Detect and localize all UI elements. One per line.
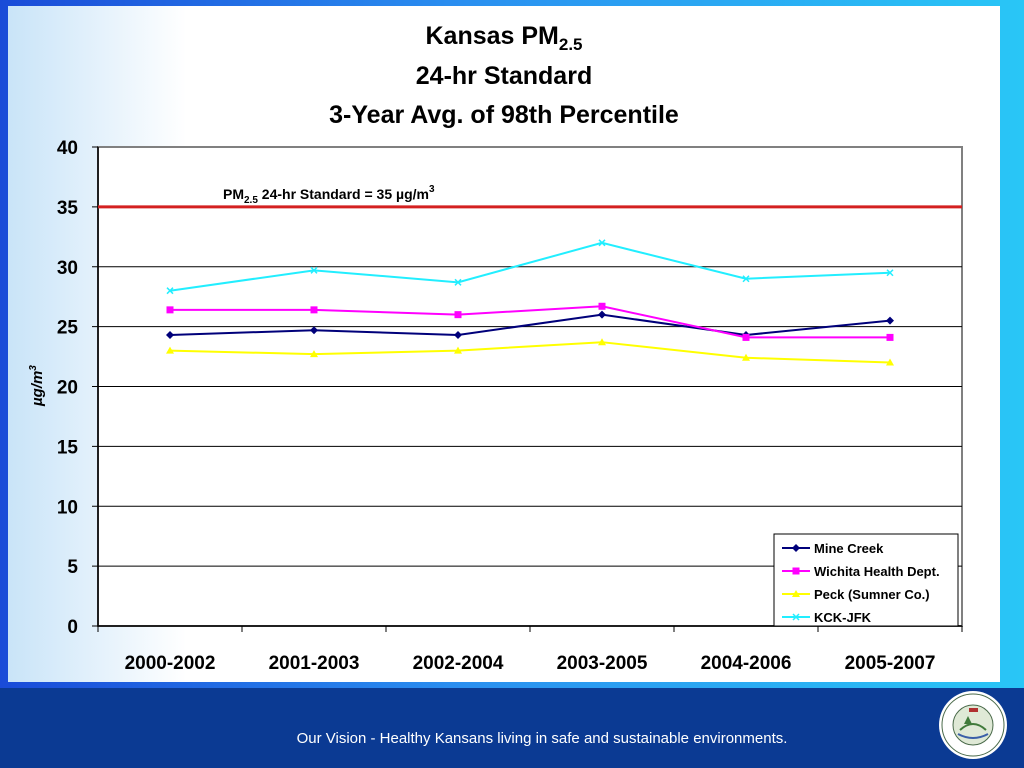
legend-swatch-marker: [792, 590, 800, 597]
legend-swatch-marker: [792, 567, 800, 575]
x-mark-stroke: [310, 266, 318, 274]
legend-swatch-marker: [792, 544, 800, 552]
y-tick-label: 0: [67, 617, 78, 638]
data-point: [310, 306, 318, 314]
chart-title-line3: 3-Year Avg. of 98th Percentile: [329, 101, 679, 129]
data-point: [886, 269, 894, 277]
data-point: [886, 358, 894, 366]
data-point: [742, 333, 750, 341]
x-tick-label: 2004-2006: [701, 653, 792, 674]
y-tick-label: 30: [57, 258, 78, 279]
data-point: [310, 350, 318, 358]
data-point: [166, 331, 174, 340]
x-mark-stroke: [742, 275, 750, 283]
legend-label: Peck (Sumner Co.): [814, 587, 930, 602]
data-point: [166, 287, 174, 295]
data-point: [310, 326, 318, 335]
data-point: [166, 346, 174, 354]
data-point: [454, 278, 462, 286]
data-point: [742, 275, 750, 283]
y-tick-label: 20: [57, 378, 78, 399]
data-point: [166, 306, 174, 314]
x-tick-label: 2003-2005: [557, 653, 648, 674]
data-point: [454, 311, 462, 319]
x-mark-stroke: [598, 239, 606, 247]
data-point: [886, 333, 894, 341]
x-tick-label: 2002-2004: [413, 653, 504, 674]
y-tick-label: 5: [67, 557, 78, 578]
chart-title-line2: 24-hr Standard: [416, 62, 592, 90]
series-line-2: [169, 341, 891, 364]
x-tick-label: 2001-2003: [269, 653, 360, 674]
standard-label: PM2.5 24-hr Standard = 35 µg/m3: [223, 184, 435, 206]
kdhe-seal-logo: [939, 691, 1007, 759]
y-tick-label: 15: [57, 437, 79, 458]
chart-title: Kansas PM2.5: [425, 22, 582, 54]
y-tick-label: 35: [57, 198, 79, 219]
y-tick-label: 10: [57, 497, 78, 518]
data-point: [598, 310, 606, 319]
data-point: [310, 266, 318, 274]
x-mark-stroke: [454, 278, 462, 286]
x-tick-label: 2005-2007: [845, 653, 936, 674]
legend-swatch-marker: [792, 613, 800, 621]
series-line-1: [170, 305, 890, 339]
legend-label: Mine Creek: [814, 541, 884, 556]
chart: 0 5 10 15 20 25 30 35 40 2000-2002 2001-2003 2002-2…: [28, 22, 963, 674]
y-tick-label: 40: [57, 138, 78, 159]
data-point: [454, 331, 462, 340]
series-line-0: [169, 313, 891, 337]
legend-label: KCK-JFK: [814, 610, 872, 625]
data-point: [886, 316, 894, 325]
data-point: [454, 346, 462, 354]
footer-bar: [0, 688, 1024, 768]
x-tick-label: 2000-2002: [125, 653, 216, 674]
x-mark-stroke: [166, 287, 174, 295]
data-point: [598, 302, 606, 310]
series-line-3: [169, 241, 891, 292]
vision-tagline: Our Vision - Healthy Kansans living in s…: [296, 730, 788, 747]
y-tick-label: 25: [57, 318, 79, 339]
data-point: [598, 338, 606, 346]
legend-box: [773, 533, 959, 627]
data-point: [598, 239, 606, 247]
x-mark-stroke: [886, 269, 894, 277]
data-point: [742, 353, 750, 361]
legend-label: Wichita Health Dept.: [814, 564, 940, 579]
y-axis-label: µg/m3: [28, 365, 46, 407]
x-mark-stroke: [792, 613, 800, 621]
